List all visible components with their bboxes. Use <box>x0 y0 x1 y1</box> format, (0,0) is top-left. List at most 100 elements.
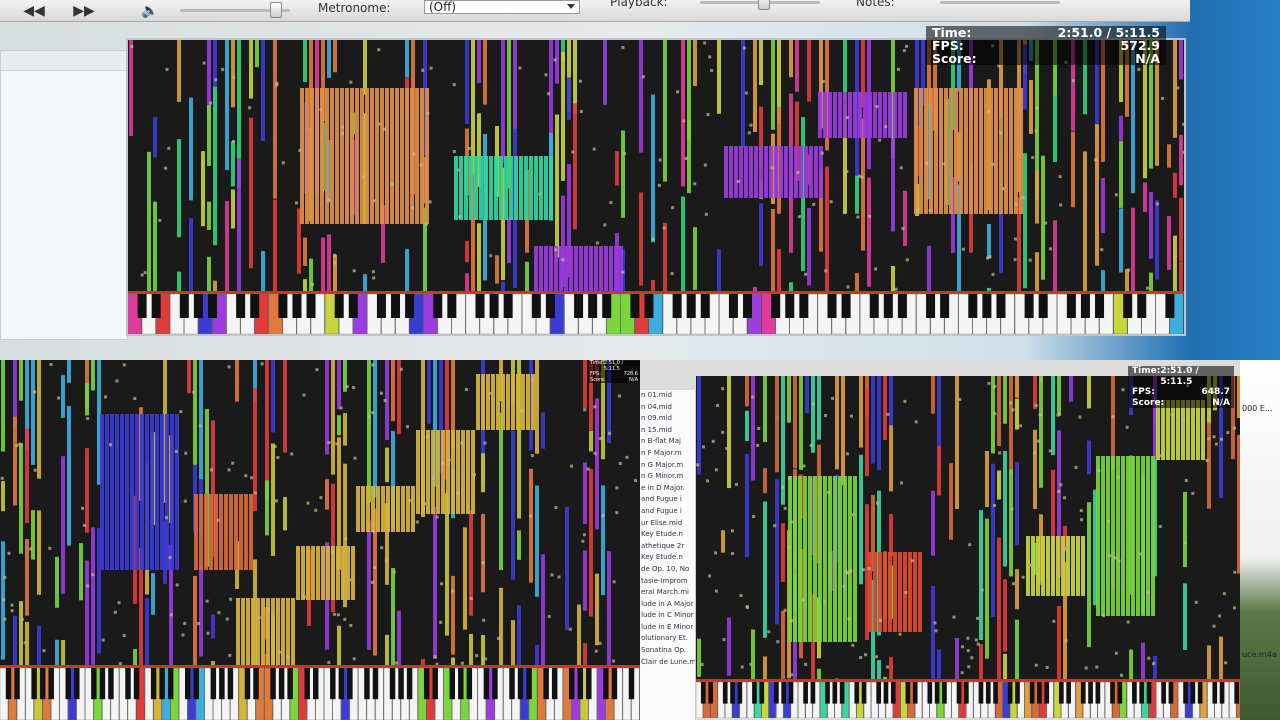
black-key[interactable] <box>5 668 12 700</box>
black-key[interactable] <box>389 668 396 700</box>
black-key[interactable] <box>1080 682 1086 704</box>
black-key[interactable] <box>207 294 217 318</box>
black-key[interactable] <box>603 668 609 700</box>
volume-slider-thumb[interactable] <box>270 2 282 18</box>
black-key[interactable] <box>517 668 524 700</box>
black-key[interactable] <box>897 294 907 318</box>
black-key[interactable] <box>861 682 867 704</box>
black-key[interactable] <box>993 682 998 704</box>
black-key[interactable] <box>1219 682 1225 704</box>
black-key[interactable] <box>752 682 757 704</box>
file-list-item[interactable]: de Op. 10, No <box>641 564 690 573</box>
file-list-item[interactable]: n 04.mid <box>641 402 673 411</box>
black-key[interactable] <box>788 682 794 704</box>
black-key[interactable] <box>841 294 851 318</box>
black-key[interactable] <box>996 294 1006 318</box>
black-key[interactable] <box>803 682 808 704</box>
black-key[interactable] <box>253 668 259 700</box>
black-key[interactable] <box>1117 682 1123 704</box>
black-key[interactable] <box>458 668 464 700</box>
black-key[interactable] <box>968 294 978 318</box>
black-key[interactable] <box>347 668 353 700</box>
file-list-item[interactable]: eral March.mi <box>641 588 689 597</box>
file-list-item[interactable]: ur Elise.mid <box>641 518 683 527</box>
rewind-button[interactable]: ◀◀ <box>14 2 54 20</box>
file-list-item[interactable]: lude in C Minor <box>641 611 694 620</box>
black-key[interactable] <box>672 294 682 318</box>
black-key[interactable] <box>1066 682 1071 704</box>
black-key[interactable] <box>1123 294 1133 318</box>
black-key[interactable] <box>227 668 234 700</box>
black-key[interactable] <box>869 294 879 318</box>
black-key[interactable] <box>125 668 131 700</box>
black-key[interactable] <box>167 668 174 700</box>
black-key[interactable] <box>509 668 515 700</box>
black-key[interactable] <box>586 668 592 700</box>
black-key[interactable] <box>179 294 189 318</box>
black-key[interactable] <box>14 668 20 700</box>
black-key[interactable] <box>602 294 612 318</box>
black-key[interactable] <box>1110 682 1115 704</box>
black-key[interactable] <box>526 668 532 700</box>
file-list-item[interactable]: tasie-Improm <box>641 576 688 585</box>
black-key[interactable] <box>551 668 558 700</box>
black-key[interactable] <box>644 294 654 318</box>
black-key[interactable] <box>1095 682 1101 704</box>
black-key[interactable] <box>330 668 336 700</box>
black-key[interactable] <box>364 668 370 700</box>
black-key[interactable] <box>832 682 838 704</box>
black-key[interactable] <box>956 682 962 704</box>
black-key[interactable] <box>292 294 302 318</box>
black-key[interactable] <box>942 682 947 704</box>
black-key[interactable] <box>306 294 316 318</box>
file-list-item[interactable]: n F Major.m <box>641 448 682 457</box>
black-key[interactable] <box>48 668 54 700</box>
black-key[interactable] <box>905 682 911 704</box>
black-key[interactable] <box>159 668 165 700</box>
black-key[interactable] <box>876 682 882 704</box>
black-key[interactable] <box>489 294 499 318</box>
black-key[interactable] <box>825 682 830 704</box>
black-key[interactable] <box>150 668 157 700</box>
black-key[interactable] <box>304 668 310 700</box>
black-key[interactable] <box>1095 294 1105 318</box>
black-key[interactable] <box>743 294 753 318</box>
black-key[interactable] <box>839 682 845 704</box>
file-list-item[interactable]: athetique 2r <box>641 541 685 550</box>
black-key[interactable] <box>406 668 413 700</box>
black-key[interactable] <box>1132 682 1137 704</box>
file-list-item[interactable]: Key Etude.n <box>641 553 683 562</box>
black-key[interactable] <box>1058 682 1064 704</box>
black-key[interactable] <box>854 682 860 704</box>
black-key[interactable] <box>686 294 696 318</box>
playback-slider-thumb[interactable] <box>758 0 770 10</box>
black-key[interactable] <box>278 668 285 700</box>
piano-keyboard[interactable] <box>696 681 1244 718</box>
black-key[interactable] <box>628 668 635 700</box>
black-key[interactable] <box>278 294 288 318</box>
black-key[interactable] <box>1066 294 1076 318</box>
black-key[interactable] <box>543 668 549 700</box>
black-key[interactable] <box>1183 682 1188 704</box>
file-list-item[interactable]: n G Minor.m <box>641 472 684 481</box>
file-list-item[interactable]: olutionary Et. <box>641 634 689 643</box>
black-key[interactable] <box>985 682 991 704</box>
black-key[interactable] <box>1137 294 1147 318</box>
black-key[interactable] <box>934 682 940 704</box>
black-key[interactable] <box>1161 682 1166 704</box>
black-key[interactable] <box>927 682 933 704</box>
black-key[interactable] <box>1234 682 1240 704</box>
file-list-pane[interactable] <box>0 50 128 340</box>
black-key[interactable] <box>630 294 640 318</box>
black-key[interactable] <box>940 294 950 318</box>
file-list-item[interactable]: lude in E Minor <box>641 622 694 631</box>
black-key[interactable] <box>722 682 728 704</box>
black-key[interactable] <box>588 294 598 318</box>
black-key[interactable] <box>503 294 513 318</box>
black-key[interactable] <box>912 682 918 704</box>
volume-button[interactable]: 🔈 <box>130 2 170 20</box>
black-key[interactable] <box>91 668 97 700</box>
black-key[interactable] <box>348 294 358 318</box>
black-key[interactable] <box>569 668 575 700</box>
black-key[interactable] <box>1146 682 1152 704</box>
